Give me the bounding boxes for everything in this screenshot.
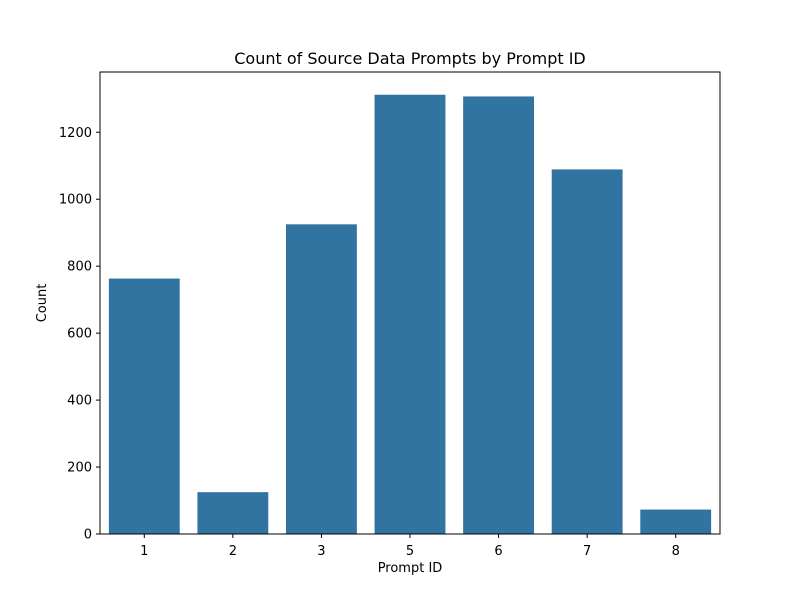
x-axis: 1 2 3 5 6 7 8 [140,534,680,559]
y-tick-label-400: 400 [67,394,92,409]
y-tick-label-1200: 1200 [59,126,92,141]
bar-8 [640,509,712,534]
y-tick-label-800: 800 [67,260,92,275]
y-axis: 0 200 400 600 800 1000 1200 [59,126,100,543]
x-tick-label-6: 6 [494,544,502,559]
y-tick-label-600: 600 [67,327,92,342]
bar-1 [108,278,180,534]
y-tick-label-200: 200 [67,461,92,476]
x-tick-label-8: 8 [672,544,680,559]
bar-2 [197,492,269,534]
chart-title: Count of Source Data Prompts by Prompt I… [234,49,586,68]
y-tick-label-0: 0 [84,528,92,543]
bar-7 [551,169,623,534]
y-axis-label: Count [35,284,50,323]
bar-3 [286,224,357,534]
x-tick-label-1: 1 [140,544,148,559]
x-tick-label-2: 2 [229,544,237,559]
x-tick-label-7: 7 [583,544,591,559]
x-axis-label: Prompt ID [378,561,443,576]
bar-6 [463,96,534,534]
bar-5 [374,94,446,534]
x-tick-label-3: 3 [317,544,325,559]
bars-group [108,94,712,534]
x-tick-label-5: 5 [406,544,414,559]
y-tick-label-1000: 1000 [59,193,92,208]
